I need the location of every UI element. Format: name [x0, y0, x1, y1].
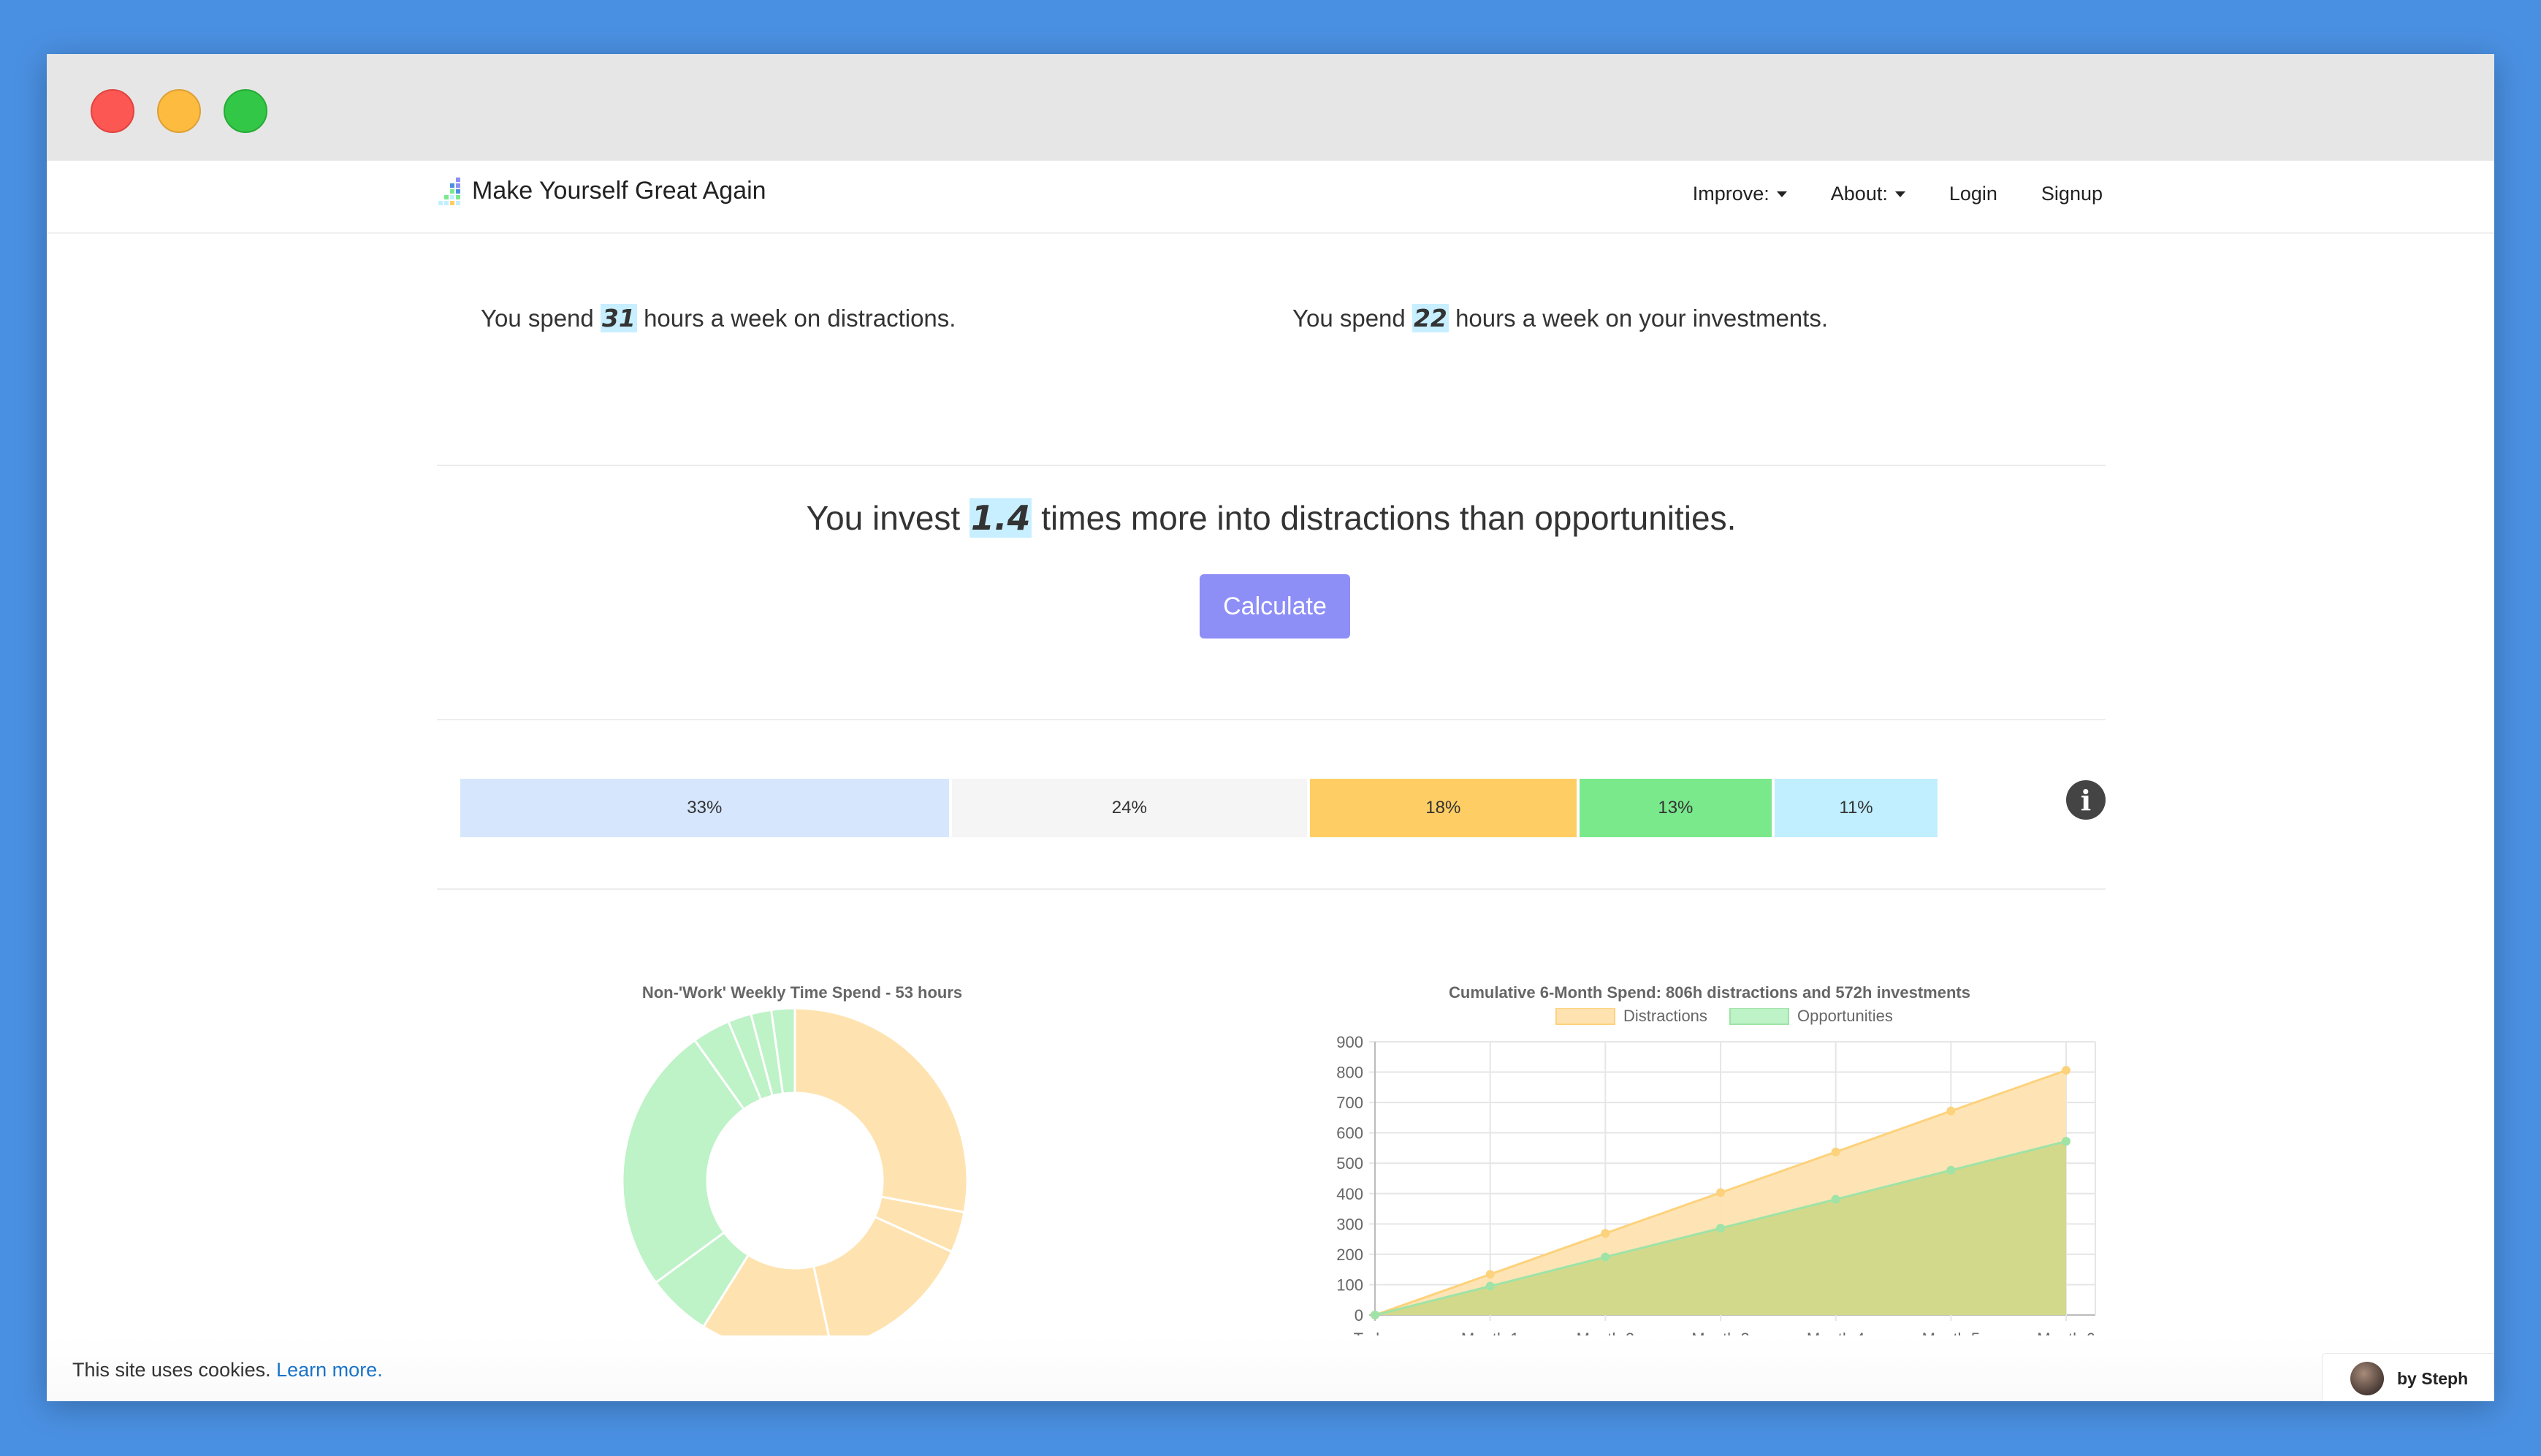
y-tick-label: 100: [1336, 1276, 1363, 1294]
ratio-value: 1.4: [969, 498, 1032, 538]
ratio-suffix: times more into distractions than opport…: [1041, 499, 1737, 537]
browser-window: Make Yourself Great Again Improve: About…: [47, 54, 2494, 1401]
y-tick-label: 200: [1336, 1246, 1363, 1264]
breakdown-segment: 33%: [460, 779, 949, 837]
navbar: Make Yourself Great Again Improve: About…: [47, 161, 2494, 234]
divider: [437, 465, 2106, 466]
donut-slice[interactable]: [793, 1008, 969, 1214]
divider: [437, 719, 2106, 720]
y-tick-label: 800: [1336, 1064, 1363, 1082]
nav-login-link[interactable]: Login: [1949, 183, 1997, 205]
point-opportunities[interactable]: [1371, 1311, 1379, 1319]
close-window-button[interactable]: [91, 89, 134, 133]
y-tick-label: 700: [1336, 1094, 1363, 1112]
nav-improve-dropdown[interactable]: Improve:: [1693, 183, 1787, 205]
distractions-suffix: hours a week on distractions.: [644, 305, 956, 332]
y-tick-label: 400: [1336, 1185, 1363, 1203]
investments-prefix: You spend: [1292, 305, 1406, 332]
time-breakdown-bar: 33% 24% 18% 13% 11%: [460, 779, 1938, 837]
point-distractions[interactable]: [1716, 1188, 1725, 1197]
y-tick-label: 500: [1336, 1154, 1363, 1173]
nav-about-label: About:: [1830, 183, 1888, 205]
distractions-hours-value: 31: [600, 304, 637, 332]
point-distractions[interactable]: [1831, 1147, 1840, 1156]
avatar: [2350, 1362, 2384, 1395]
point-opportunities[interactable]: [2062, 1137, 2070, 1146]
caret-down-icon: [1776, 191, 1787, 197]
ratio-prefix: You invest: [806, 499, 961, 537]
y-tick-label: 0: [1355, 1306, 1363, 1324]
legend-label-opportunities: Opportunities: [1797, 1008, 1893, 1025]
investments-suffix: hours a week on your investments.: [1455, 305, 1828, 332]
brand-link[interactable]: Make Yourself Great Again: [438, 177, 766, 205]
point-distractions[interactable]: [1946, 1106, 1956, 1116]
point-distractions[interactable]: [1601, 1229, 1610, 1238]
nav-signup-link[interactable]: Signup: [2041, 183, 2103, 205]
point-distractions[interactable]: [1485, 1270, 1495, 1279]
breakdown-segment: 18%: [1309, 779, 1577, 837]
nav-about-dropdown[interactable]: About:: [1831, 183, 1905, 205]
breakdown-segment: 24%: [951, 779, 1307, 837]
distractions-prefix: You spend: [481, 305, 594, 332]
y-tick-label: 300: [1336, 1215, 1363, 1233]
legend-swatch-distractions: [1555, 1008, 1615, 1025]
donut-chart-title: Non-'Work' Weekly Time Spend - 53 hours: [641, 983, 963, 1002]
cumulative-spend-area-chart: Distractions Opportunities 0 100 200 300 400 50…: [1336, 1008, 2096, 1348]
point-opportunities[interactable]: [1716, 1224, 1725, 1233]
caret-down-icon: [1894, 191, 1905, 197]
learn-more-link[interactable]: Learn more.: [276, 1359, 383, 1381]
breakdown-segment: 11%: [1775, 779, 1938, 837]
legend-label-distractions: Distractions: [1623, 1008, 1707, 1025]
by-steph-badge[interactable]: by Steph: [2322, 1353, 2494, 1401]
donut-slice[interactable]: [769, 1008, 796, 1095]
nav-links: Improve: About: Login Signup: [1693, 183, 2103, 205]
nav-improve-label: Improve:: [1692, 183, 1769, 205]
legend-swatch-opportunities: [1729, 1008, 1789, 1025]
y-tick-label: 600: [1336, 1124, 1363, 1143]
cookie-banner: This site uses cookies. Learn more. by S…: [47, 1335, 2494, 1401]
cookie-text: This site uses cookies. Learn more.: [72, 1359, 383, 1381]
by-steph-label: by Steph: [2397, 1368, 2469, 1388]
investments-hours-text: You spend 22 hours a week on your invest…: [1292, 304, 1828, 332]
maximize-window-button[interactable]: [224, 89, 267, 133]
nav-login-label: Login: [1948, 183, 1997, 205]
distractions-hours-text: You spend 31 hours a week on distraction…: [481, 304, 956, 332]
ratio-text: You invest 1.4 times more into distracti…: [437, 498, 2106, 538]
divider: [437, 888, 2106, 890]
brand-title: Make Yourself Great Again: [472, 177, 766, 205]
bar-chart-logo-icon: [438, 178, 463, 205]
point-opportunities[interactable]: [1601, 1252, 1610, 1262]
info-icon[interactable]: i: [2066, 780, 2106, 820]
nav-signup-label: Signup: [2041, 183, 2103, 205]
area-chart-title: Cumulative 6-Month Spend: 806h distracti…: [1449, 983, 1970, 1002]
chart-legend: Distractions Opportunities: [1555, 1008, 1893, 1025]
cookie-message: This site uses cookies.: [72, 1359, 271, 1381]
point-distractions[interactable]: [2062, 1066, 2070, 1075]
window-titlebar: [47, 54, 2494, 161]
minimize-window-button[interactable]: [157, 89, 201, 133]
y-tick-label: 900: [1336, 1033, 1363, 1051]
donut-slice[interactable]: [621, 1038, 746, 1284]
calculate-button[interactable]: Calculate: [1200, 574, 1350, 639]
point-opportunities[interactable]: [1831, 1194, 1840, 1204]
weekly-time-donut-chart: [621, 1008, 969, 1354]
breakdown-segment: 13%: [1579, 779, 1772, 837]
investments-hours-value: 22: [1412, 304, 1449, 332]
point-opportunities[interactable]: [1946, 1165, 1956, 1175]
point-opportunities[interactable]: [1485, 1281, 1495, 1291]
